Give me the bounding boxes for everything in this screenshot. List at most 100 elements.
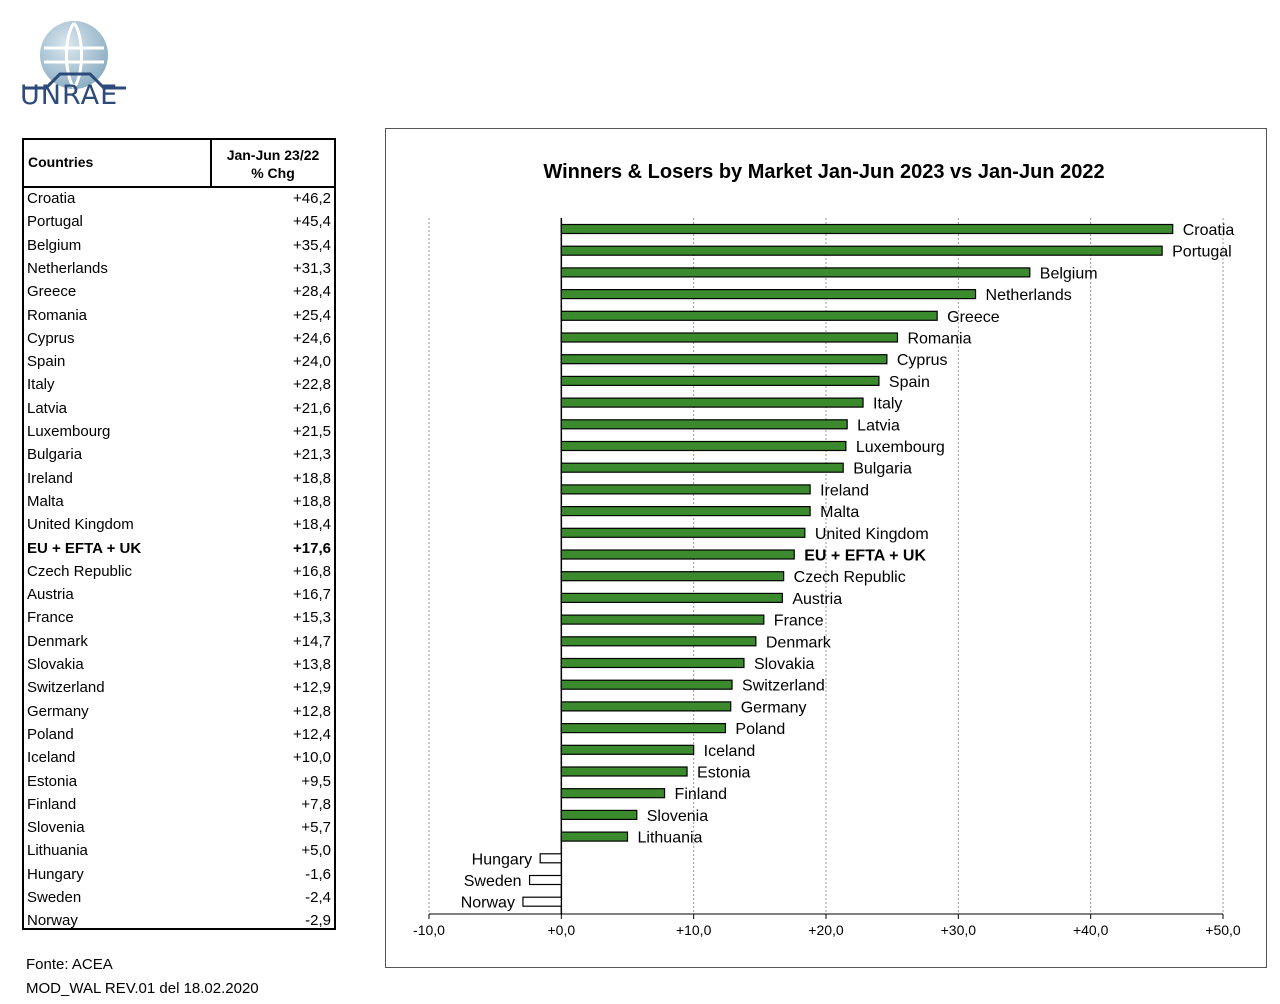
bar-label: Cyprus [897,352,948,369]
percent-change-value: +35,4 [293,236,331,254]
country-name: Germany [27,702,89,720]
table-row: Luxembourg +21,5 [24,421,334,444]
country-name: France [27,609,74,627]
bar [560,722,727,734]
bar-label: Latvia [857,417,900,434]
percent-change-value: +45,4 [293,213,331,231]
percent-change-value: +17,6 [293,539,331,557]
document-reference: MOD_WAL REV.01 del 18.02.2020 [26,980,259,997]
percent-change-value: +15,3 [293,609,331,627]
table-row: Croatia +46,2 [24,188,334,211]
table-row: Ireland +18,8 [24,468,334,491]
x-tick-label: -10,0 [413,922,445,938]
percent-change-value: +7,8 [301,795,331,813]
percent-change-value: +21,6 [293,399,331,417]
country-name: Slovenia [27,819,85,837]
percent-change-value: +10,0 [293,749,331,767]
country-name: United Kingdom [27,516,134,534]
table-row: France +15,3 [24,607,334,630]
bar-label: United Kingdom [815,526,929,543]
bar-label: Iceland [704,743,756,760]
unrae-logo [20,18,132,116]
table-row: Slovakia +13,8 [24,654,334,677]
percent-change-value: +12,8 [293,702,331,720]
percent-change-value: +13,8 [293,656,331,673]
table-row: Italy +22,8 [24,374,334,397]
country-name: Czech Republic [27,562,133,580]
percent-change-value: +16,7 [293,586,331,604]
percent-change-value: +25,4 [293,306,331,324]
table-row: Poland +12,4 [24,724,334,747]
table-row: Norway -2,9 [24,910,334,933]
country-name: Lithuania [27,842,88,860]
percent-change-value: +18,4 [293,516,331,534]
bar [539,853,562,864]
table-row: Germany +12,8 [24,701,334,724]
bar-label: Portugal [1172,244,1232,261]
x-tick-label: +30,0 [941,922,977,938]
percent-change-value: +24,6 [293,329,331,347]
chart-title: Winners & Losers by Market Jan-Jun 2023 … [543,161,1104,183]
percent-change-value: +22,8 [293,376,331,394]
percent-change-value: -2,9 [305,912,331,930]
country-name: Malta [27,492,64,510]
table-row: Bulgaria +21,3 [24,444,334,467]
country-name: Netherlands [27,259,108,277]
bar [560,744,695,755]
table-row: Lithuania +5,0 [24,840,334,863]
bar [560,679,733,690]
bar [560,484,811,495]
bar-label: Hungary [472,851,532,868]
bar [560,788,666,799]
country-name: Sweden [27,889,82,906]
percent-change-value: +31,3 [293,259,331,277]
x-tick-label: +10,0 [676,922,712,938]
bar [560,267,1031,278]
percent-change-value: +21,3 [293,446,331,464]
percent-change-value: +28,4 [293,283,331,301]
bar [560,419,848,430]
table-row: Netherlands +31,3 [24,258,334,281]
country-name: Estonia [27,772,78,790]
bar-label: France [774,613,824,630]
bar [560,440,847,452]
bar [560,223,1174,235]
table-row: Belgium +35,4 [24,235,334,258]
bar-label: Germany [741,699,807,716]
country-name: Latvia [27,399,68,417]
bar [560,506,811,517]
bar-label: Italy [873,396,902,413]
country-name: Italy [27,376,55,394]
bar-label: Austria [792,591,842,608]
table-header: Countries Jan-Jun 23/22 % Chg [24,140,334,188]
bar-label: Croatia [1183,222,1235,239]
country-name: Hungary [27,865,84,883]
country-name: Finland [27,795,77,813]
percent-change-value: +16,8 [293,562,331,580]
table-row: Slovenia +5,7 [24,817,334,840]
countries-table: Countries Jan-Jun 23/22 % Chg Croatia +46… [22,138,336,930]
table-row: Austria +16,7 [24,584,334,607]
country-name: Iceland [27,749,76,767]
x-tick-label: +40,0 [1073,922,1109,938]
bar [560,527,806,538]
bar [560,831,629,842]
table-row: Portugal +45,4 [24,211,334,234]
bar [560,766,688,777]
bar-label: Sweden [464,873,522,890]
bar [560,354,888,365]
percent-change-value: -2,4 [305,889,331,906]
bar [560,289,977,300]
country-name: Belgium [27,236,82,254]
bar-labels: Croatia Portugal Belgium Netherlands Greece R… [461,222,1235,912]
percent-change-value: +12,9 [293,679,331,697]
country-name: Spain [27,353,66,371]
unrae-logo-graphic [24,21,126,90]
table-row: Cyprus +24,6 [24,328,334,351]
table-row: Malta +18,8 [24,491,334,514]
x-tick-label: +20,0 [808,922,844,938]
country-name: Portugal [27,213,83,231]
bar [560,592,783,604]
percent-change-value: +5,7 [301,819,331,837]
bar [560,657,745,669]
